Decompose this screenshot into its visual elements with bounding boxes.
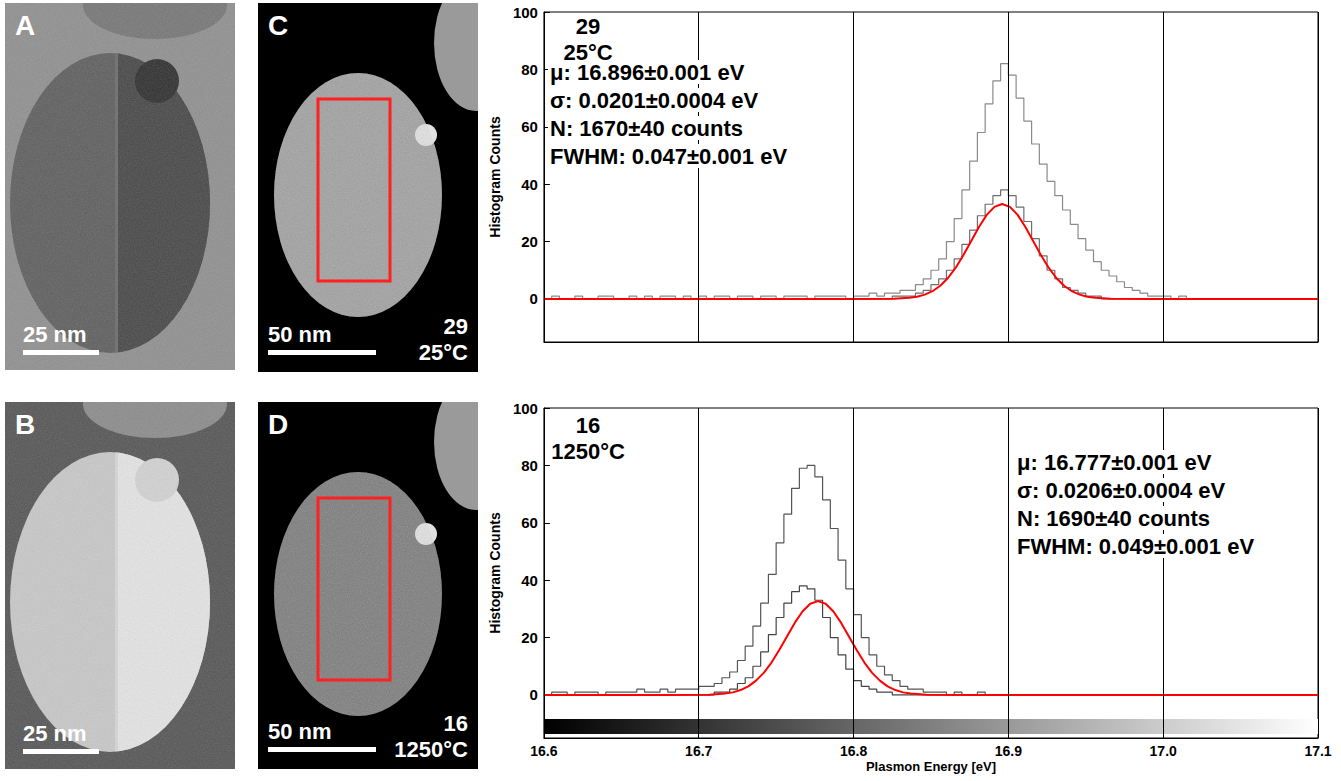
- svg-text:100: 100: [513, 4, 538, 21]
- svg-text:0: 0: [530, 686, 538, 703]
- svg-text:60: 60: [521, 118, 538, 135]
- svg-text:20: 20: [521, 629, 538, 646]
- svg-text:Plasmon Energy [eV]: Plasmon Energy [eV]: [866, 759, 996, 774]
- svg-text:FWHM: 0.047±0.001 eV: FWHM: 0.047±0.001 eV: [550, 144, 787, 169]
- svg-text:60: 60: [521, 514, 538, 531]
- svg-text:25°C: 25°C: [419, 340, 468, 365]
- svg-text:29: 29: [576, 14, 600, 39]
- svg-text:D: D: [268, 409, 288, 440]
- svg-text:16.9: 16.9: [995, 743, 1022, 759]
- svg-text:σ: 0.0201±0.0004 eV: σ: 0.0201±0.0004 eV: [550, 88, 758, 113]
- svg-text:μ: 16.777±0.001 eV: μ: 16.777±0.001 eV: [1017, 450, 1212, 475]
- svg-text:100: 100: [513, 400, 538, 417]
- svg-text:20: 20: [521, 233, 538, 250]
- svg-text:25 nm: 25 nm: [23, 721, 87, 746]
- svg-text:1250°C: 1250°C: [551, 439, 625, 464]
- svg-text:0: 0: [530, 290, 538, 307]
- svg-text:80: 80: [521, 61, 538, 78]
- svg-text:Histogram Counts: Histogram Counts: [487, 512, 503, 634]
- svg-text:1250°C: 1250°C: [394, 737, 468, 762]
- svg-text:B: B: [15, 409, 35, 440]
- svg-text:N: 1690±40 counts: N: 1690±40 counts: [1017, 506, 1210, 531]
- svg-text:σ: 0.0206±0.0004 eV: σ: 0.0206±0.0004 eV: [1017, 478, 1225, 503]
- svg-text:16.8: 16.8: [840, 743, 867, 759]
- svg-text:17.0: 17.0: [1150, 743, 1177, 759]
- svg-text:16: 16: [576, 413, 600, 438]
- svg-text:16.6: 16.6: [530, 743, 557, 759]
- svg-text:80: 80: [521, 457, 538, 474]
- svg-text:50 nm: 50 nm: [268, 719, 332, 744]
- svg-text:Histogram Counts: Histogram Counts: [487, 116, 503, 238]
- svg-text:C: C: [268, 10, 288, 41]
- svg-text:25°C: 25°C: [563, 39, 613, 65]
- svg-text:29: 29: [444, 314, 468, 339]
- svg-text:N: 1670±40 counts: N: 1670±40 counts: [550, 116, 743, 141]
- svg-text:A: A: [15, 10, 35, 41]
- svg-text:40: 40: [521, 572, 538, 589]
- svg-text:25 nm: 25 nm: [23, 322, 87, 347]
- svg-text:40: 40: [521, 176, 538, 193]
- svg-text:50 nm: 50 nm: [268, 322, 332, 347]
- svg-text:16.7: 16.7: [685, 743, 712, 759]
- svg-text:μ: 16.896±0.001 eV: μ: 16.896±0.001 eV: [550, 60, 745, 85]
- svg-text:17.1: 17.1: [1304, 743, 1331, 759]
- svg-text:16: 16: [444, 711, 468, 736]
- svg-text:FWHM: 0.049±0.001 eV: FWHM: 0.049±0.001 eV: [1017, 534, 1254, 559]
